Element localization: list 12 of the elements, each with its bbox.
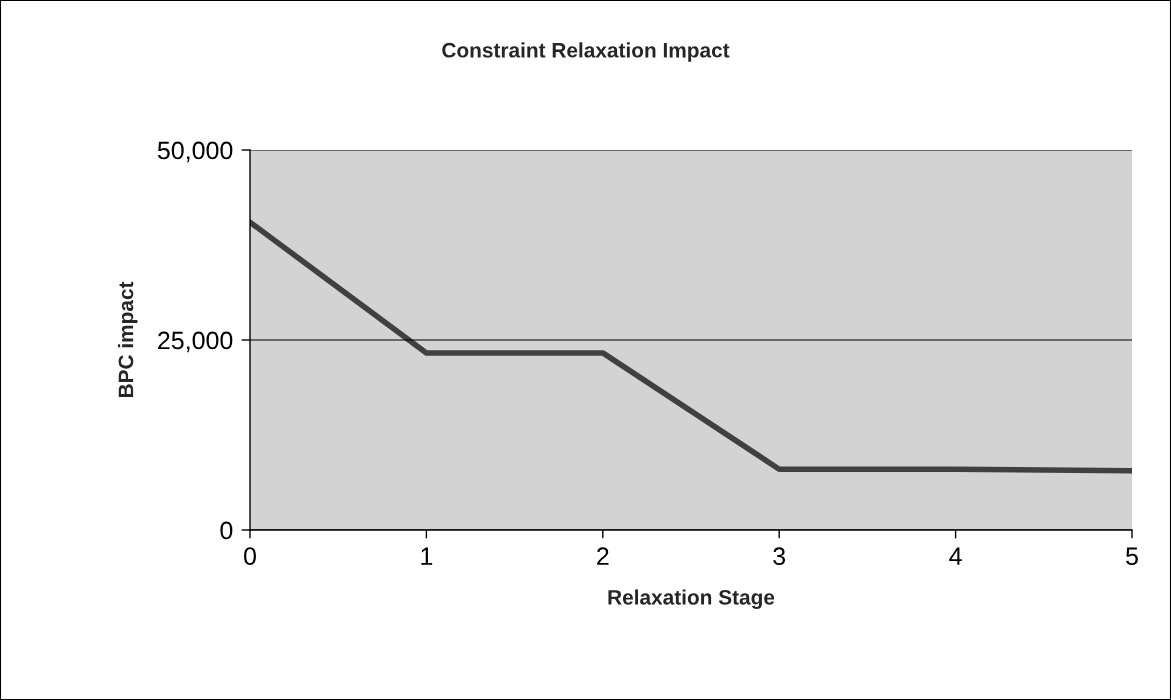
y-tick-label: 50,000 [157, 141, 233, 163]
x-tick-label: 3 [773, 547, 786, 566]
y-tick-label: 0 [220, 521, 233, 540]
y-tick-label: 25,000 [158, 331, 233, 353]
x-axis-title: Relaxation Stage [608, 589, 775, 609]
y-axis-title: BPC impact [118, 281, 138, 398]
x-tick-label: 2 [597, 547, 609, 565]
chart-title: Constraint Relaxation Impact [442, 42, 730, 62]
x-tick-label: 1 [421, 547, 433, 565]
x-tick-label: 5 [1126, 547, 1138, 566]
x-tick-label: 0 [244, 547, 256, 566]
x-tick-label: 4 [949, 547, 962, 565]
